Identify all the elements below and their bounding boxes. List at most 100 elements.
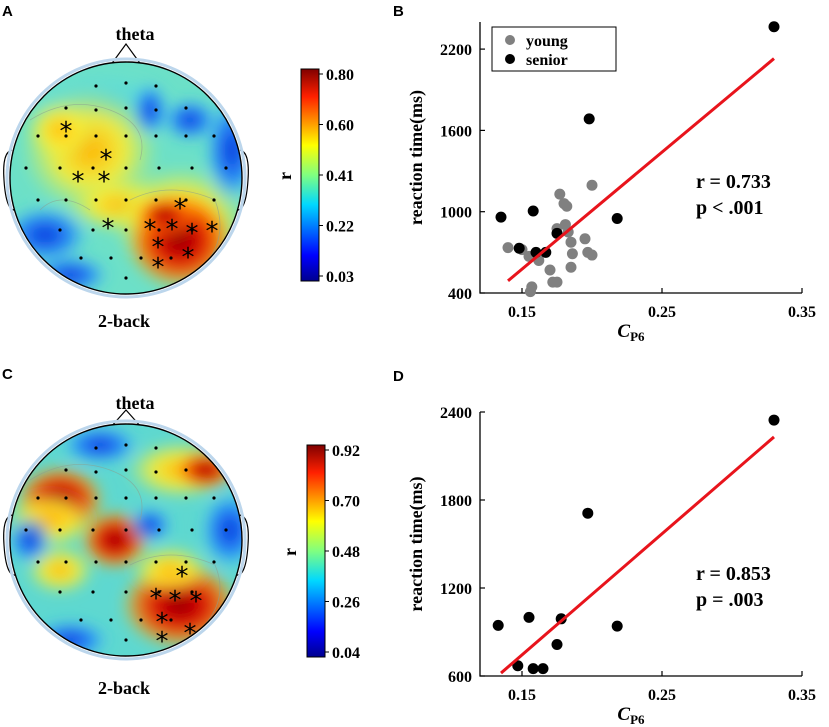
x-axis-label: CP6 — [617, 704, 645, 727]
panel-a: A theta — [2, 3, 354, 331]
electrode-dot — [64, 560, 68, 564]
significance-star: * — [169, 586, 182, 616]
electrode-dot — [154, 84, 158, 88]
colorbar-label-a: r — [275, 172, 295, 180]
electrode-dot — [58, 528, 62, 532]
data-point-senior — [513, 242, 525, 254]
data-point-senior — [492, 619, 504, 631]
data-point-young — [561, 200, 573, 212]
condition-label-a: 2-back — [98, 311, 150, 331]
significance-star: * — [60, 117, 73, 147]
electrode-dot — [184, 560, 188, 564]
electrode-dot — [212, 198, 216, 202]
significance-star: * — [100, 145, 113, 175]
electrode-dot — [79, 256, 83, 260]
significance-star: * — [152, 253, 165, 283]
electrode-dot — [157, 590, 161, 594]
legend-marker-young — [505, 35, 515, 45]
significance-star: * — [152, 233, 165, 263]
electrode-dot — [94, 560, 98, 564]
electrode-dot — [124, 134, 128, 138]
significance-star: * — [166, 215, 179, 245]
data-point-senior — [512, 660, 524, 672]
y-tick-label: 2400 — [440, 405, 472, 422]
y-tick-label: 1000 — [440, 205, 472, 222]
electrode-dot — [124, 590, 128, 594]
electrode-dot — [36, 560, 40, 564]
legend-label-senior: senior — [526, 52, 568, 69]
electrode-dot — [64, 496, 68, 500]
topomap-title-a: theta — [116, 24, 155, 44]
regression-line — [507, 57, 775, 282]
electrode-dot — [169, 256, 173, 260]
legend-marker-senior — [505, 54, 515, 64]
x-tick-label: 0.35 — [788, 304, 816, 321]
electrode-dot — [157, 528, 161, 532]
data-point-senior — [768, 414, 780, 426]
significance-stars-a: *** ** * * * **** * — [60, 117, 219, 283]
electrode-dot — [184, 198, 188, 202]
electrode-dot — [154, 560, 158, 564]
x-tick-label: 0.15 — [508, 687, 536, 704]
data-point-young — [565, 261, 577, 273]
electrode-dot — [190, 228, 194, 232]
electrode-dot — [94, 470, 98, 474]
data-point-senior — [551, 638, 563, 650]
head-halo-c — [5, 419, 247, 661]
electrode-dot — [169, 618, 173, 622]
data-point-senior — [611, 212, 623, 224]
head-halo-a — [5, 57, 247, 299]
electrode-dot — [224, 528, 228, 532]
data-point-senior — [611, 620, 623, 632]
colorbar-ticks-a: 0.80 0.60 0.41 0.22 0.03 — [319, 67, 354, 286]
legend-box — [491, 26, 617, 72]
y-tick-label: 400 — [448, 286, 472, 303]
significance-stars-c: ** * *** * — [150, 562, 203, 657]
axes-frame — [479, 412, 802, 677]
electrode-dot — [212, 134, 216, 138]
electrode-dot — [58, 590, 62, 594]
y-tick-label: 1800 — [440, 493, 472, 510]
electrode-dot — [184, 134, 188, 138]
electrode-dot — [139, 256, 143, 260]
electrode-dot — [212, 496, 216, 500]
significance-star: * — [182, 243, 195, 273]
data-point-senior — [768, 21, 780, 33]
data-point-young — [565, 236, 577, 248]
correlation-r-label: r = 0.733 — [696, 171, 771, 193]
colorbar-a — [300, 68, 320, 282]
electrode-dot — [124, 198, 128, 202]
x-tick-label: 0.15 — [508, 304, 536, 321]
topomap-a — [10, 62, 242, 294]
colorbar-tick-label: 0.48 — [332, 544, 360, 561]
electrode-dot — [184, 106, 188, 110]
electrode-dot — [36, 496, 40, 500]
panel-letter-d: D — [393, 368, 404, 385]
electrode-dot — [124, 81, 128, 85]
electrode-dot — [124, 106, 128, 110]
electrode-dot — [58, 228, 62, 232]
electrode-dot — [58, 166, 62, 170]
electrode-dot — [154, 198, 158, 202]
electrode-dot — [94, 84, 98, 88]
significance-star: * — [186, 219, 199, 249]
x-tick-label: 0.35 — [788, 687, 816, 704]
head-outline-c — [9, 423, 243, 657]
condition-label-c: 2-back — [98, 678, 150, 698]
electrode-dot — [36, 134, 40, 138]
data-point-young — [524, 286, 536, 298]
colorbar-tick-label: 0.04 — [332, 645, 360, 662]
y-tick-label: 2200 — [440, 42, 472, 59]
colorbar-c — [306, 444, 326, 658]
electrode-dot — [36, 198, 40, 202]
electrode-dot — [64, 198, 68, 202]
correlation-p-label: p = .003 — [696, 589, 764, 611]
electrode-dot — [94, 446, 98, 450]
electrode-dot — [190, 166, 194, 170]
data-point-young — [551, 276, 563, 288]
data-point-young — [566, 248, 578, 260]
electrode-dot — [64, 468, 68, 472]
panel-b: B 0.15 0.25 0.35 400 1000 1600 2200 reaction ti… — [393, 3, 816, 344]
x-tick-label: 0.25 — [648, 687, 676, 704]
